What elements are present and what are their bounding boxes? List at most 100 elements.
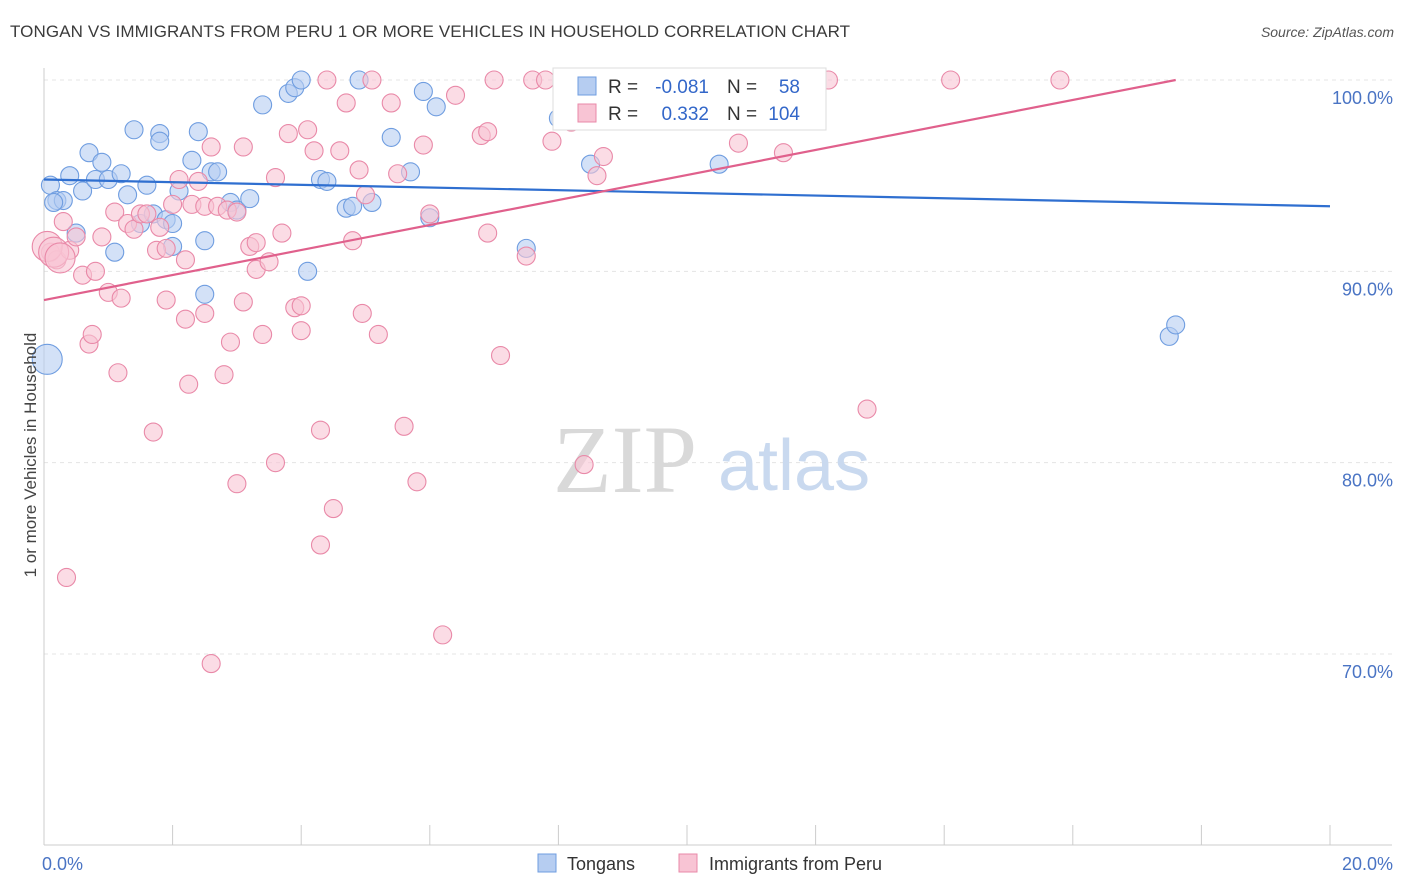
tongans-point [317,171,337,191]
x-tick-label-min: 0.0% [42,854,83,874]
peru-point [163,194,183,214]
stats-legend-box [552,67,827,131]
y-tick-label-2: 80.0% [1342,471,1393,491]
peru-point [56,567,77,588]
peru-point [310,420,331,440]
peru-point [156,290,176,310]
peru-point [175,250,196,270]
peru-point [137,204,157,224]
peru-point [445,85,466,105]
y-tick-label-1: 90.0% [1342,279,1393,299]
trend-lines [43,78,1331,302]
tongans-point [73,181,93,201]
peru-point [143,422,163,442]
tongans-point [1166,315,1186,335]
peru-point [233,137,253,157]
peru-point [362,70,382,90]
tongans-point [343,196,363,216]
tongans-point [60,166,80,186]
peru-point [574,455,594,475]
y-tick-label-0: 100.0% [1332,88,1393,108]
tongans-point [413,81,433,102]
peru-point [407,472,427,492]
tongans-point [92,152,112,172]
peru-point [150,217,170,237]
peru-point [272,223,292,243]
stats-swatch-tongans [577,76,597,96]
tongans-point [150,131,170,151]
tongans-point [240,189,260,209]
peru-point [542,131,562,151]
tongans-point [182,150,202,170]
stats-r-value-1: -0.081 [655,77,709,98]
peru-point [227,202,247,222]
peru-point [233,292,253,312]
peru-point [323,499,343,519]
tongans-point [31,343,63,375]
series-tongans-points [31,70,1186,375]
peru-point [253,324,273,345]
peru-point [82,324,102,345]
tongans-point [124,120,144,140]
peru-point [265,453,286,473]
peru-point [169,169,189,190]
peru-point [246,233,266,253]
peru-point [92,227,112,247]
peru-point [201,654,221,674]
peru-point [195,303,215,323]
tongans-point [111,164,131,184]
chart-title: TONGAN VS IMMIGRANTS FROM PERU 1 OR MORE… [10,22,851,41]
peru-point [201,137,221,157]
peru-point [317,70,337,90]
stats-r-label-2: R = [608,104,638,125]
tongans-point [137,175,157,195]
peru-point [368,324,388,345]
bottom-legend: Tongans Immigrants from Peru [537,853,882,874]
peru-point [593,146,613,167]
watermark-atlas: atlas [718,426,870,506]
tongans-point [44,192,64,213]
peru-point [516,246,536,266]
peru-point [336,93,356,113]
legend-swatch-peru [678,853,698,873]
legend-label-tongans: Tongans [567,854,635,874]
peru-point [44,242,76,274]
peru-point [394,416,414,436]
peru-point [291,296,311,316]
peru-point [85,261,105,281]
peru-point [773,143,794,163]
peru-point [66,227,86,247]
legend-swatch-tongans [537,853,557,873]
peru-point [352,303,372,323]
peru-point [227,474,247,494]
stats-n-value-2: 104 [768,104,800,125]
peru-point [265,168,286,188]
peru-point [535,70,556,90]
peru-point [857,399,877,419]
watermark: ZIP atlas [553,406,870,513]
peru-point [1050,70,1070,90]
peru-point [304,141,324,161]
tongans-point [426,97,446,117]
peru-point [941,70,961,90]
stats-n-label-2: N = [727,104,757,125]
y-axis-title: 1 or more Vehicles in Household [21,333,40,578]
tongans-point [298,261,318,281]
peru-point [484,70,504,90]
peru-point [298,120,318,140]
tongans-point [208,162,228,182]
source-credit: Source: ZipAtlas.com [1260,24,1394,40]
peru-point [105,202,125,222]
x-tick-label-max: 20.0% [1342,854,1393,874]
tongans-point [195,231,215,251]
peru-point [111,288,131,308]
peru-point [291,321,311,341]
tongans-point [291,70,311,90]
peru-point [381,93,401,113]
peru-point [278,124,298,144]
tongans-point [253,95,273,115]
peru-point [478,223,498,243]
y-tick-label-3: 70.0% [1342,662,1393,682]
peru-point [490,345,511,366]
